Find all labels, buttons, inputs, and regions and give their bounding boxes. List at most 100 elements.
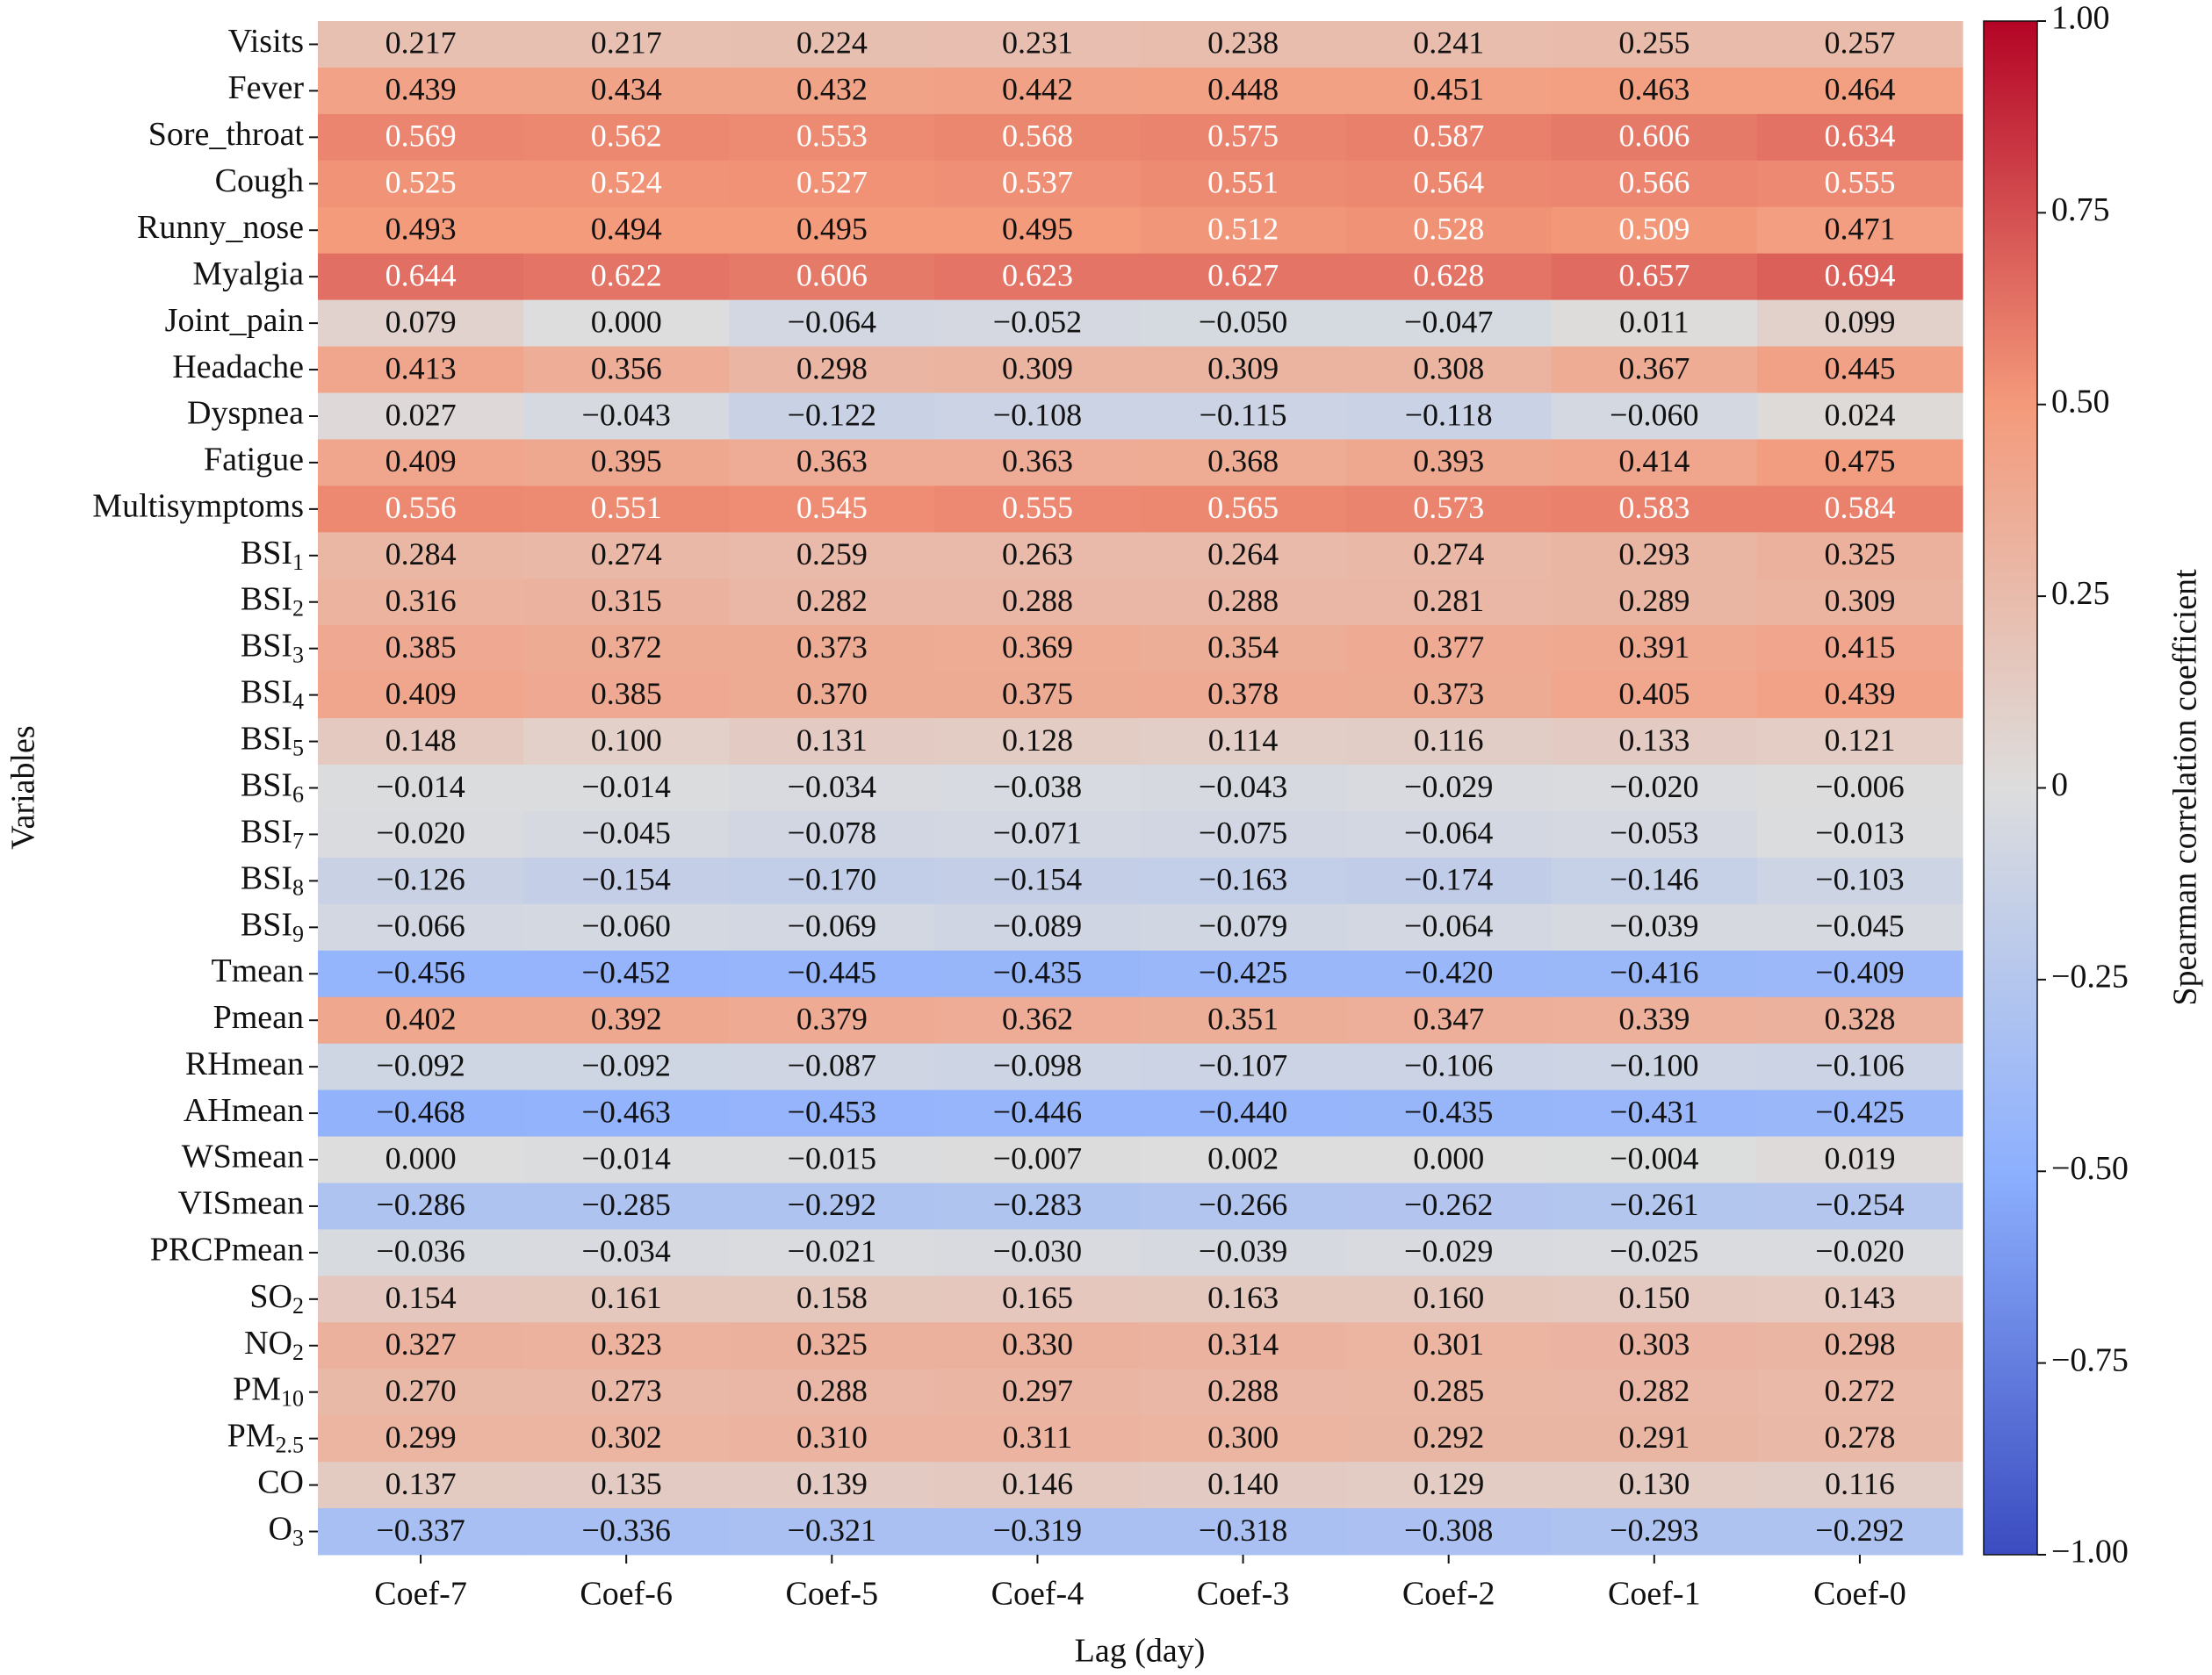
cell-value-label: −0.108 xyxy=(993,397,1082,432)
cell-value-label: −0.106 xyxy=(1815,1047,1904,1082)
cell-value-label: 0.451 xyxy=(1413,72,1484,107)
cell-value-label: 0.309 xyxy=(1824,583,1895,618)
cell-value-label: 0.288 xyxy=(1207,583,1279,618)
cell-value-label: 0.310 xyxy=(796,1420,868,1455)
heatmap-cell xyxy=(1756,625,1963,672)
heatmap-cell xyxy=(318,1322,524,1369)
heatmap-cell xyxy=(934,625,1141,672)
cell-value-label: 0.217 xyxy=(385,25,457,61)
cell-value-label: 0.377 xyxy=(1413,629,1484,665)
x-axis-label: Lag (day) xyxy=(1075,1633,1206,1670)
cell-value-label: −0.115 xyxy=(1200,397,1287,432)
heatmap-cell xyxy=(523,996,730,1045)
cell-value-label: 0.694 xyxy=(1824,257,1895,292)
cell-value-label: 0.562 xyxy=(591,119,662,154)
cell-value-label: 0.314 xyxy=(1207,1326,1279,1362)
heatmap-cell xyxy=(1140,1089,1347,1138)
heatmap-cell xyxy=(1345,579,1553,626)
cell-value-label: −0.261 xyxy=(1610,1187,1698,1222)
heatmap-cell xyxy=(1756,672,1963,719)
heatmap-cell xyxy=(1345,810,1553,859)
cell-value-label: 0.354 xyxy=(1207,629,1279,665)
cell-value-label: 0.024 xyxy=(1824,397,1895,432)
heatmap-cell xyxy=(523,718,730,766)
cell-value-label: 0.564 xyxy=(1413,165,1484,200)
cell-value-label: 0.160 xyxy=(1413,1280,1484,1315)
heatmap-cell xyxy=(523,810,730,859)
cell-value-label: 0.330 xyxy=(1002,1326,1073,1362)
heatmap-cell xyxy=(729,765,935,812)
heatmap-cell xyxy=(523,532,730,579)
heatmap-cell xyxy=(1756,532,1963,579)
cell-value-label: 0.509 xyxy=(1618,211,1690,246)
cell-value-label: 0.537 xyxy=(1002,165,1073,200)
cell-value-label: 0.121 xyxy=(1824,722,1895,758)
heatmap-cell xyxy=(1551,1462,1758,1509)
cell-value-label: −0.435 xyxy=(993,955,1082,990)
cell-value-label: 0.471 xyxy=(1824,211,1895,246)
heatmap-cell xyxy=(729,1462,935,1509)
heatmap-cell xyxy=(1140,113,1347,162)
heatmap-cell xyxy=(729,392,935,440)
cell-value-label: −0.337 xyxy=(376,1513,465,1548)
heatmap-cell xyxy=(1756,996,1963,1045)
heatmap-cell xyxy=(1140,206,1347,255)
y-tick-label: Headache xyxy=(172,349,304,385)
heatmap-cell xyxy=(1345,206,1553,255)
heatmap-cell xyxy=(1551,950,1758,998)
heatmap-cell xyxy=(1551,718,1758,766)
cell-value-label: −0.468 xyxy=(376,1094,465,1129)
heatmap-cell xyxy=(1551,21,1758,68)
heatmap-cell xyxy=(318,1276,524,1323)
cell-value-label: 0.583 xyxy=(1618,490,1690,525)
cell-value-label: −0.308 xyxy=(1404,1513,1493,1548)
cell-value-label: −0.146 xyxy=(1610,862,1698,897)
cell-value-label: 0.148 xyxy=(385,722,457,758)
cell-value-label: −0.154 xyxy=(582,862,671,897)
heatmap-cell xyxy=(729,113,935,162)
y-tick-label: Myalgia xyxy=(192,255,304,292)
cell-value-label: 0.281 xyxy=(1413,583,1484,618)
cell-value-label: 0.463 xyxy=(1618,72,1690,107)
cell-value-label: 0.545 xyxy=(796,490,868,525)
heatmap-cell xyxy=(1140,1462,1347,1509)
heatmap-cell xyxy=(934,532,1141,579)
cell-value-label: −0.043 xyxy=(582,397,671,432)
y-tick-label: Tmean xyxy=(211,953,304,989)
cell-value-label: 0.373 xyxy=(796,629,868,665)
heatmap-cell xyxy=(1756,950,1963,998)
cell-value-label: 0.292 xyxy=(1413,1420,1484,1455)
cell-value-label: 0.255 xyxy=(1618,25,1690,61)
heatmap-cell xyxy=(1345,1462,1553,1509)
cell-value-label: 0.300 xyxy=(1207,1420,1279,1455)
cell-value-label: 0.415 xyxy=(1824,629,1895,665)
cell-value-label: 0.405 xyxy=(1618,676,1690,711)
cell-value-label: −0.409 xyxy=(1815,955,1904,990)
cell-value-label: 0.011 xyxy=(1619,304,1690,339)
heatmap-cell xyxy=(1756,160,1963,208)
cell-value-label: −0.420 xyxy=(1404,955,1493,990)
colorbar-tick-label: 0.50 xyxy=(2051,383,2110,420)
heatmap-cell xyxy=(318,1183,524,1230)
cell-value-label: 0.657 xyxy=(1618,257,1690,292)
heatmap-cell xyxy=(1140,1508,1347,1556)
heatmap-cell xyxy=(729,67,935,115)
heatmap-cell xyxy=(318,857,524,905)
cell-value-label: 0.644 xyxy=(385,257,457,292)
heatmap-cell xyxy=(1756,1415,1963,1463)
cell-value-label: −0.452 xyxy=(582,955,671,990)
heatmap-cell xyxy=(1756,1089,1963,1138)
cell-value-label: −0.118 xyxy=(1405,397,1493,432)
cell-value-label: 0.165 xyxy=(1002,1280,1073,1315)
cell-value-label: −0.064 xyxy=(788,304,876,339)
cell-value-label: −0.014 xyxy=(376,769,465,804)
cell-value-label: 0.551 xyxy=(591,490,662,525)
heatmap-cell xyxy=(1551,206,1758,255)
cell-value-label: 0.495 xyxy=(796,211,868,246)
heatmap-cell xyxy=(1551,1276,1758,1323)
y-tick-label: Fatigue xyxy=(204,442,304,478)
cell-value-label: 0.128 xyxy=(1002,722,1073,758)
heatmap-cell xyxy=(729,1415,935,1463)
cell-value-label: 0.288 xyxy=(1002,583,1073,618)
y-tick-label: Fever xyxy=(227,69,304,106)
